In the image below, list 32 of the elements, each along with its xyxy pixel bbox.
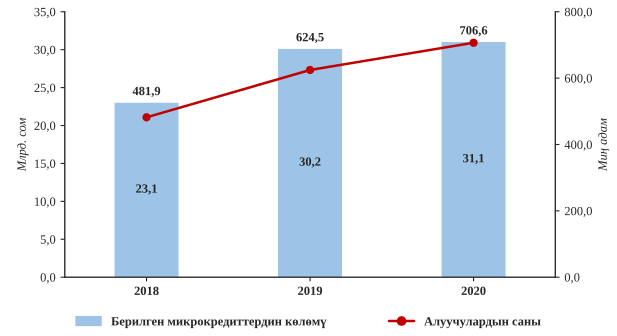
data-label: 706,6 [460, 26, 488, 36]
y2-tick-label: 600,0 [564, 74, 592, 84]
y-axis-title: Млрд. сом [16, 118, 28, 172]
y2-tick-label: 800,0 [564, 8, 592, 18]
y2-axis-title: Миң адам [598, 118, 610, 172]
x-tick-label: 2020 [462, 286, 486, 296]
y-tick-label: 20,0 [34, 122, 56, 132]
y-tick-label: 15,0 [34, 159, 56, 170]
x-tick-label: 2018 [134, 286, 159, 296]
y2-tick-label: 200,0 [564, 206, 592, 218]
y-tick-label: 0,0 [40, 273, 56, 284]
bar [276, 47, 344, 278]
y2-tick-label: 400,0 [564, 140, 592, 151]
legend-label: Алуучулардын саны [424, 317, 541, 328]
point [306, 66, 314, 74]
data-label: 31,1 [463, 154, 484, 164]
bar [440, 40, 507, 278]
data-label: 481,9 [132, 86, 160, 97]
data-label: 624,5 [296, 32, 324, 44]
data-label: 30,2 [300, 157, 320, 168]
point [142, 113, 151, 122]
y-tick-label: 5,0 [40, 235, 56, 246]
data-label: 23,1 [136, 184, 157, 195]
legend-label: Берилген микрокредиттердин көлөмү [111, 317, 327, 328]
y-tick-label: 25,0 [34, 84, 56, 94]
point [469, 38, 478, 47]
y-tick-label: 10,0 [34, 197, 56, 208]
x-tick-label: 2019 [298, 286, 322, 296]
y-tick-label: 30,0 [34, 46, 56, 56]
bar [113, 101, 180, 278]
y2-tick-label: 0,0 [564, 273, 580, 284]
y-tick-label: 35,0 [34, 8, 56, 18]
